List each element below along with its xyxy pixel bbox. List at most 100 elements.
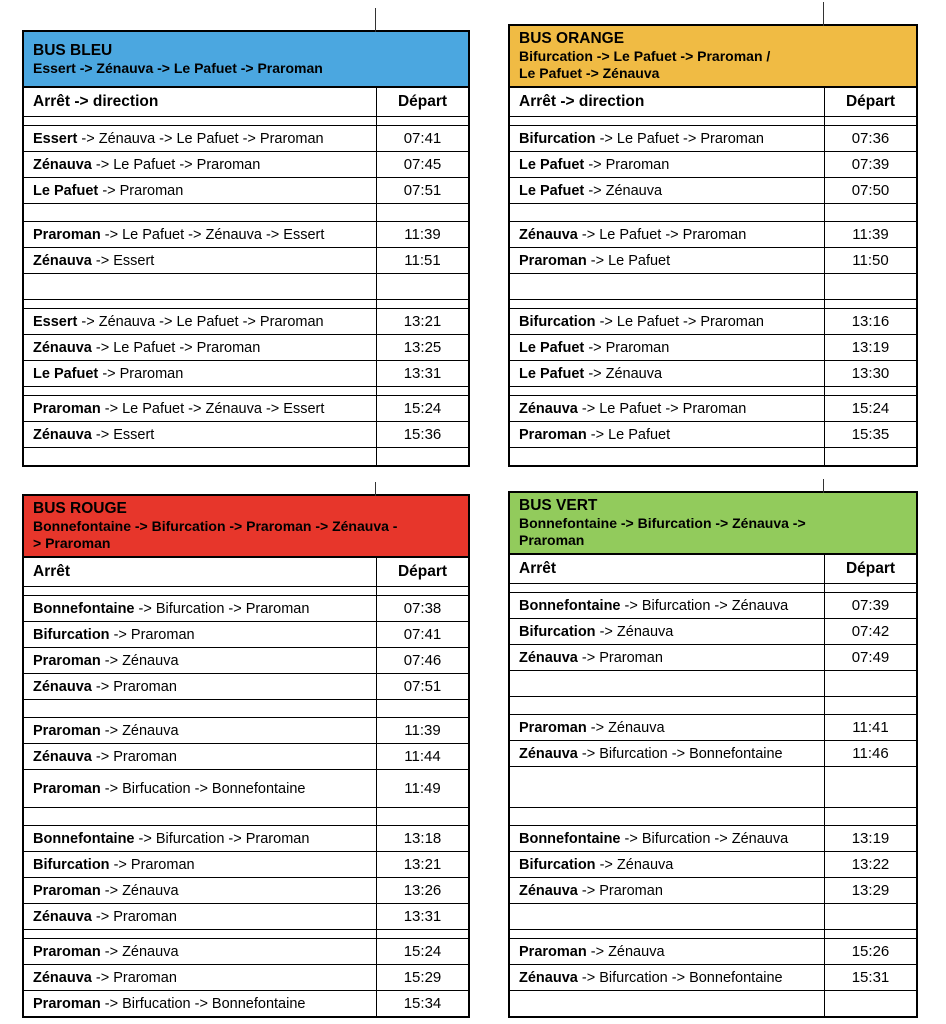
route-start-stop: Le Pafuet <box>519 365 585 382</box>
route-row: Le Pafuet -> Praroman 07:39 <box>510 152 916 178</box>
empty-time-cell <box>376 587 468 595</box>
route-direction: -> Zénauva <box>104 652 179 669</box>
time-cell: 13:16 <box>824 309 916 334</box>
route-direction: -> Praroman <box>102 182 184 199</box>
bus-route-subtitle: Bonnefontaine -> Bifurcation -> Zénauva … <box>519 515 806 531</box>
route-cell: Zénauva -> Praroman <box>24 904 376 929</box>
route-row: Praroman -> Le Pafuet 15:35 <box>510 422 916 448</box>
route-row: Bonnefontaine -> Bifurcation -> Praroman 1… <box>24 826 468 852</box>
empty-stop-cell <box>24 930 376 938</box>
route-start-stop: Le Pafuet <box>519 339 585 356</box>
empty-time-cell <box>824 300 916 308</box>
bus-title: BUS VERT <box>519 497 598 514</box>
route-cell: Bifurcation -> Zénauva <box>510 852 824 877</box>
route-row: Zénauva -> Essert 15:36 <box>24 422 468 448</box>
route-start-stop: Zénauva <box>519 882 578 899</box>
empty-time-cell <box>824 117 916 125</box>
depart-column-header: Départ <box>824 88 916 116</box>
route-start-stop: Bifurcation <box>519 623 596 640</box>
route-row: Zénauva -> Praroman 15:29 <box>24 965 468 991</box>
route-row: Essert -> Zénauva -> Le Pafuet -> Praroma… <box>24 126 468 152</box>
route-direction: -> Praroman <box>95 748 177 765</box>
route-direction: -> Birfucation -> Bonnefontaine <box>104 995 306 1012</box>
route-row: Zénauva -> Bifurcation -> Bonnefontaine 15… <box>510 965 916 991</box>
empty-row <box>24 204 468 222</box>
route-cell: Le Pafuet -> Zénauva <box>510 361 824 386</box>
depart-column-header: Départ <box>376 558 468 586</box>
route-cell: Praroman -> Zénauva <box>510 715 824 740</box>
route-cell: Zénauva -> Le Pafuet -> Praroman <box>24 335 376 360</box>
route-cell: Praroman -> Zénauva <box>510 939 824 964</box>
route-cell: Zénauva -> Bifurcation -> Bonnefontaine <box>510 741 824 766</box>
route-start-stop: Praroman <box>33 995 101 1012</box>
route-direction: -> Zénauva <box>599 623 674 640</box>
route-start-stop: Zénauva <box>33 426 92 443</box>
bus-route-subtitle: Le Pafuet -> Zénauva <box>519 65 660 81</box>
route-cell: Bonnefontaine -> Bifurcation -> Zénauva <box>510 826 824 851</box>
route-direction: -> Le Pafuet -> Praroman <box>95 339 261 356</box>
route-start-stop: Zénauva <box>33 156 92 173</box>
empty-stop-cell <box>24 117 376 125</box>
route-row: Praroman -> Birfucation -> Bonnefontaine 1… <box>24 991 468 1016</box>
time-cell: 11:44 <box>376 744 468 769</box>
route-cell: Le Pafuet -> Praroman <box>24 361 376 386</box>
route-row: Bifurcation -> Le Pafuet -> Praroman 13:16 <box>510 309 916 335</box>
empty-row <box>24 117 468 126</box>
empty-row <box>510 300 916 309</box>
time-cell: 13:26 <box>376 878 468 903</box>
route-start-stop: Bonnefontaine <box>33 830 135 847</box>
route-cell: Praroman -> Le Pafuet -> Zénauva -> Esser… <box>24 222 376 247</box>
time-cell: 13:18 <box>376 826 468 851</box>
route-direction: -> Praroman <box>95 969 177 986</box>
route-row: Zénauva -> Praroman 13:29 <box>510 878 916 904</box>
empty-row <box>24 387 468 396</box>
empty-row <box>24 700 468 718</box>
route-row: Zénauva -> Praroman 13:31 <box>24 904 468 930</box>
empty-row <box>510 930 916 939</box>
route-start-stop: Zénauva <box>33 908 92 925</box>
route-row: Zénauva -> Le Pafuet -> Praroman 07:45 <box>24 152 468 178</box>
route-cell: Praroman -> Zénauva <box>24 939 376 964</box>
route-cell: Zénauva -> Praroman <box>24 744 376 769</box>
route-start-stop: Praroman <box>33 400 101 417</box>
route-direction: -> Le Pafuet -> Praroman <box>95 156 261 173</box>
depart-column-header: Départ <box>376 88 468 116</box>
empty-row <box>510 448 916 465</box>
empty-row <box>24 808 468 826</box>
column-header-row: Arrêt Départ <box>510 555 916 584</box>
empty-time-cell <box>376 700 468 717</box>
route-cell: Le Pafuet -> Praroman <box>510 152 824 177</box>
bus-table-orange: BUS ORANGE Bifurcation -> Le Pafuet -> Pr… <box>508 2 918 467</box>
empty-row <box>510 584 916 593</box>
table-header: BUS VERT Bonnefontaine -> Bifurcation -> … <box>510 493 916 555</box>
empty-time-cell <box>824 991 916 1016</box>
route-cell: Praroman -> Le Pafuet <box>510 248 824 273</box>
route-row: Zénauva -> Le Pafuet -> Praroman 11:39 <box>510 222 916 248</box>
bus-title: BUS BLEU <box>33 41 113 59</box>
route-row: Zénauva -> Praroman 07:49 <box>510 645 916 671</box>
route-start-stop: Bonnefontaine <box>519 830 621 847</box>
route-start-stop: Le Pafuet <box>519 156 585 173</box>
route-cell: Le Pafuet -> Praroman <box>510 335 824 360</box>
route-cell: Bifurcation -> Praroman <box>24 622 376 647</box>
route-row: Praroman -> Zénauva 11:41 <box>510 715 916 741</box>
route-row: Praroman -> Zénauva 15:24 <box>24 939 468 965</box>
route-start-stop: Le Pafuet <box>519 182 585 199</box>
time-cell: 11:39 <box>376 222 468 247</box>
route-start-stop: Le Pafuet <box>33 182 99 199</box>
route-direction: -> Bifurcation -> Praroman <box>138 600 310 617</box>
route-cell: Praroman -> Birfucation -> Bonnefontaine <box>24 770 376 807</box>
time-cell: 07:46 <box>376 648 468 673</box>
route-cell: Bifurcation -> Le Pafuet -> Praroman <box>510 309 824 334</box>
empty-time-cell <box>376 808 468 825</box>
route-start-stop: Praroman <box>33 882 101 899</box>
route-direction: -> Zénauva <box>590 943 665 960</box>
gridline-tick <box>823 2 824 26</box>
route-cell: Zénauva -> Le Pafuet -> Praroman <box>24 152 376 177</box>
empty-stop-cell <box>510 904 824 929</box>
route-start-stop: Praroman <box>33 780 101 797</box>
route-cell: Praroman -> Le Pafuet -> Zénauva -> Esser… <box>24 396 376 421</box>
empty-stop-cell <box>24 204 376 221</box>
route-direction: -> Le Pafuet -> Praroman <box>599 313 764 330</box>
